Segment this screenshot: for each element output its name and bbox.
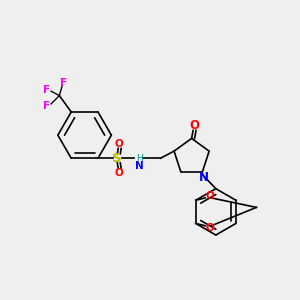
Text: O: O (114, 139, 123, 149)
Text: O: O (205, 191, 214, 201)
Text: O: O (114, 168, 123, 178)
Text: F: F (43, 101, 50, 111)
Text: F: F (60, 78, 68, 88)
Text: N: N (135, 161, 144, 171)
Text: H: H (136, 154, 143, 163)
Text: S: S (112, 152, 122, 165)
Text: O: O (205, 223, 214, 232)
Text: F: F (43, 85, 50, 95)
Text: O: O (190, 119, 200, 132)
Text: N: N (199, 171, 209, 184)
